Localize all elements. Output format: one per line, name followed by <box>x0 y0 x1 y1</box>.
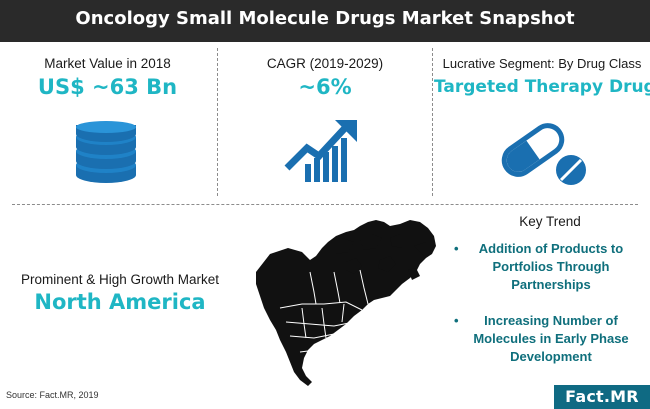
north-america-map-icon <box>256 220 436 386</box>
source-note: Source: Fact.MR, 2019 <box>6 390 99 400</box>
region-block: Prominent & High Growth Market North Ame… <box>0 272 240 314</box>
region-label: Prominent & High Growth Market <box>20 272 220 287</box>
coin-stack-icon <box>76 121 136 183</box>
lucrative-segment-value: Targeted Therapy Drugs <box>434 77 650 97</box>
title-bar <box>0 0 650 42</box>
growth-chart-icon <box>284 120 357 182</box>
list-item: • Addition of Products to Portfolios Thr… <box>450 240 650 294</box>
market-value-block: Market Value in 2018 US$ ~63 Bn <box>0 56 215 99</box>
region-value: North America <box>34 290 206 314</box>
cagr-label: CAGR (2019-2029) <box>266 56 384 71</box>
bullet-icon: • <box>454 241 459 256</box>
divider <box>217 48 218 196</box>
factmr-logo: Fact.MR <box>554 385 650 409</box>
divider <box>432 48 433 196</box>
cagr-value: ~6% <box>298 75 352 99</box>
market-value-label: Market Value in 2018 <box>44 56 171 71</box>
pills-icon <box>501 123 586 185</box>
market-value: US$ ~63 Bn <box>37 75 178 99</box>
key-trend-list: • Addition of Products to Portfolios Thr… <box>450 240 650 366</box>
lucrative-segment-label: Lucrative Segment: By Drug Class <box>442 56 642 71</box>
trend-text: Increasing Number of Molecules in Early … <box>473 313 629 364</box>
key-trend-heading: Key Trend <box>519 214 581 229</box>
bullet-icon: • <box>454 313 459 328</box>
page-title: Oncology Small Molecule Drugs Market Sna… <box>75 8 575 29</box>
trend-text: Addition of Products to Portfolios Throu… <box>478 241 624 292</box>
divider <box>12 204 638 205</box>
cagr-block: CAGR (2019-2029) ~6% <box>219 56 431 99</box>
lucrative-segment-block: Lucrative Segment: By Drug Class Targete… <box>434 56 650 97</box>
list-item: • Increasing Number of Molecules in Earl… <box>450 312 650 366</box>
